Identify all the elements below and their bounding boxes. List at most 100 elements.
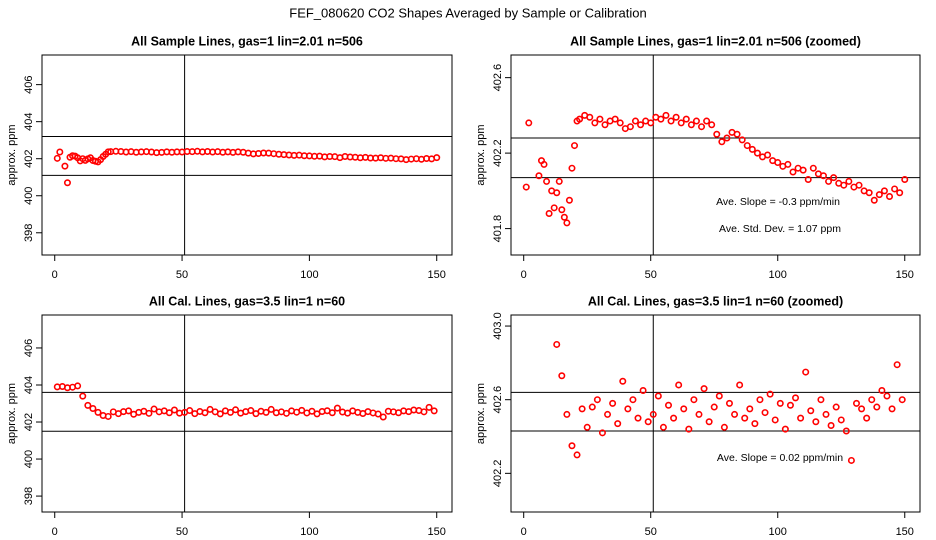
point	[723, 134, 731, 142]
point	[639, 386, 647, 394]
point	[756, 396, 764, 404]
point	[657, 115, 665, 123]
point	[624, 405, 632, 413]
point	[543, 177, 551, 185]
x-tick-label: 50	[645, 269, 657, 281]
y-tick-label: 402.6	[492, 64, 504, 92]
point	[682, 115, 690, 123]
panel-title: All Cal. Lines, gas=3.5 lin=1 n=60 (zoom…	[588, 294, 843, 308]
point	[817, 396, 825, 404]
point	[837, 416, 845, 424]
y-tick-label: 404	[23, 376, 35, 394]
points	[53, 147, 441, 187]
y-tick-label: 402.6	[492, 386, 504, 414]
point	[609, 399, 617, 407]
point	[659, 423, 667, 431]
point	[534, 167, 539, 172]
point	[430, 407, 438, 415]
point	[649, 410, 657, 418]
point	[812, 418, 820, 426]
point	[647, 119, 655, 127]
point	[563, 410, 571, 418]
point	[725, 399, 733, 407]
point	[896, 189, 904, 197]
point	[766, 390, 774, 398]
point	[847, 456, 855, 464]
point	[852, 399, 860, 407]
point	[677, 119, 685, 127]
point	[731, 410, 739, 418]
x-tick-label: 0	[52, 269, 58, 281]
point	[883, 392, 891, 400]
point	[94, 408, 102, 416]
point	[695, 410, 703, 418]
point	[875, 191, 883, 199]
point	[687, 121, 695, 129]
y-tick-label: 402.2	[492, 139, 504, 167]
point	[832, 403, 840, 411]
panel-title: All Sample Lines, gas=1 lin=2.01 n=506 (…	[570, 34, 861, 48]
point	[374, 410, 382, 418]
point	[525, 119, 533, 127]
point	[558, 206, 566, 214]
point	[545, 209, 553, 217]
y-axis-label: approx. ppm	[475, 124, 487, 185]
panel: All Sample Lines, gas=1 lin=2.01 n=506 ap…	[6, 34, 453, 281]
panel: All Cal. Lines, gas=3.5 lin=1 n=60 (zoom…	[475, 167, 921, 538]
point	[784, 160, 792, 168]
y-tick-label: 406	[23, 339, 35, 357]
point	[792, 394, 800, 402]
point	[583, 423, 591, 431]
point	[746, 405, 754, 413]
point	[145, 409, 153, 417]
point	[863, 414, 871, 422]
point	[708, 121, 716, 129]
point	[84, 401, 92, 409]
point	[616, 119, 624, 127]
point	[74, 382, 82, 390]
point	[865, 189, 873, 197]
point	[333, 404, 341, 412]
point	[654, 392, 662, 400]
point	[165, 409, 173, 417]
figure-title: FEF_080620 CO2 Shapes Averaged by Sample…	[289, 5, 646, 20]
point	[576, 115, 584, 123]
y-tick-label: 403.0	[492, 312, 504, 340]
point	[531, 264, 536, 269]
point	[588, 403, 596, 411]
point	[186, 407, 194, 415]
point	[825, 177, 833, 185]
point	[809, 164, 817, 172]
point	[563, 219, 571, 227]
points	[522, 111, 909, 269]
point	[873, 403, 881, 411]
point	[781, 425, 789, 433]
x-tick-label: 150	[896, 526, 914, 538]
point	[79, 392, 87, 400]
point	[629, 396, 637, 404]
panel-title: All Sample Lines, gas=1 lin=2.01 n=506	[131, 34, 363, 48]
point	[822, 410, 830, 418]
point	[715, 392, 723, 400]
point	[247, 407, 255, 415]
annotation: Ave. Slope = 0.02 ppm/min	[717, 452, 843, 464]
x-tick-label: 100	[769, 526, 787, 538]
plot-box	[510, 54, 921, 256]
point	[690, 396, 698, 404]
point	[626, 123, 634, 131]
point	[591, 119, 599, 127]
point	[425, 403, 433, 411]
point	[710, 403, 718, 411]
point	[804, 176, 812, 184]
point	[667, 117, 675, 125]
point	[89, 405, 97, 413]
panel: All Cal. Lines, gas=3.5 lin=1 n=60 approx…	[6, 294, 453, 538]
plot-box	[41, 314, 453, 513]
point	[786, 401, 794, 409]
point	[738, 136, 746, 144]
point	[675, 381, 683, 389]
point	[705, 418, 713, 426]
panel: All Sample Lines, gas=1 lin=2.01 n=506 (…	[475, 34, 921, 281]
point	[751, 420, 759, 428]
point	[672, 113, 680, 121]
